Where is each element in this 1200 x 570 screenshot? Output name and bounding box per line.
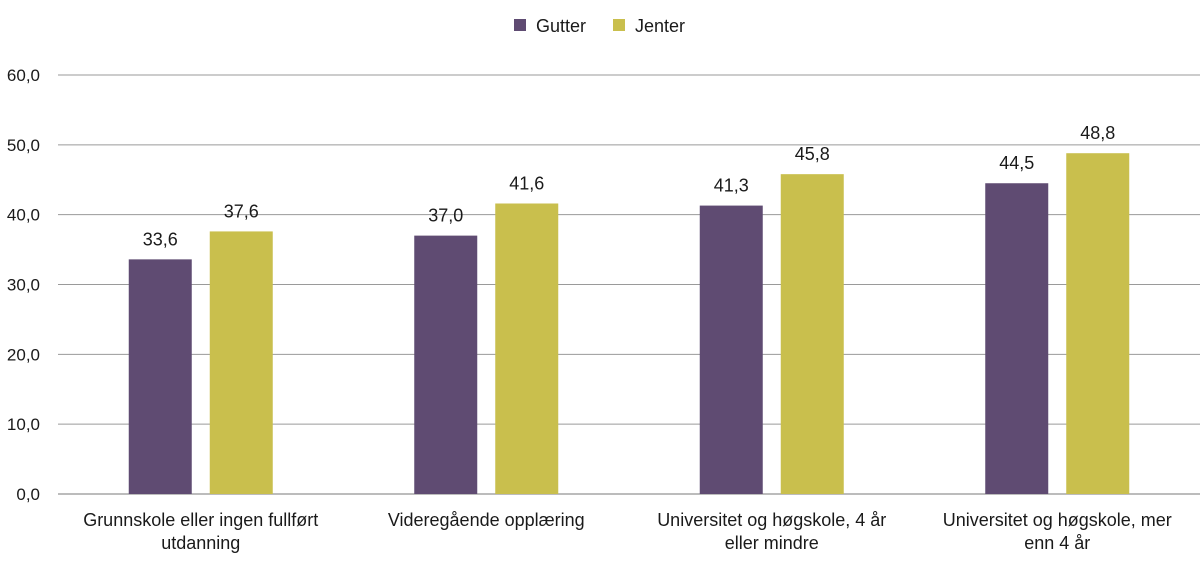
- data-label-jenter-3: 45,8: [795, 144, 830, 164]
- legend-swatch-gutter: [514, 19, 526, 31]
- y-axis: 0,0 10,0 20,0 30,0 40,0 50,0 60,0: [7, 66, 40, 504]
- x-category-label: utdanning: [161, 533, 240, 553]
- x-category-label: enn 4 år: [1024, 533, 1090, 553]
- data-label-jenter-4: 48,8: [1080, 123, 1115, 143]
- legend: Gutter Jenter: [514, 16, 685, 36]
- bar-gutter-1: [128, 259, 192, 494]
- bar-jenter-2: [495, 203, 559, 494]
- bars: [128, 153, 1130, 495]
- x-category-label: Grunnskole eller ingen fullført: [83, 510, 318, 530]
- bar-gutter-3: [699, 205, 763, 495]
- x-category-label: eller mindre: [725, 533, 819, 553]
- legend-swatch-jenter: [613, 19, 625, 31]
- bar-jenter-4: [1066, 153, 1130, 495]
- x-category-label: Universitet og høgskole, mer: [943, 510, 1172, 530]
- bar-gutter-4: [985, 183, 1049, 494]
- legend-label-jenter: Jenter: [635, 16, 685, 36]
- legend-label-gutter: Gutter: [536, 16, 586, 36]
- y-tick-label: 0,0: [16, 485, 40, 504]
- y-tick-label: 10,0: [7, 415, 40, 434]
- data-labels: 33,6 37,6 37,0 41,6 41,3 45,8 44,5 48,8: [143, 123, 1116, 249]
- y-tick-label: 30,0: [7, 276, 40, 295]
- bar-jenter-3: [780, 174, 844, 494]
- x-category-label: Videregående opplæring: [388, 510, 585, 530]
- data-label-gutter-4: 44,5: [999, 153, 1034, 173]
- bar-jenter-1: [209, 231, 273, 494]
- y-tick-label: 20,0: [7, 345, 40, 364]
- data-label-jenter-1: 37,6: [224, 201, 259, 221]
- bar-gutter-2: [414, 235, 478, 494]
- y-tick-label: 50,0: [7, 136, 40, 155]
- y-tick-label: 40,0: [7, 206, 40, 225]
- x-axis: Grunnskole eller ingen fullført utdanning…: [83, 510, 1172, 553]
- data-label-gutter-2: 37,0: [428, 206, 463, 226]
- y-tick-label: 60,0: [7, 66, 40, 85]
- data-label-gutter-1: 33,6: [143, 229, 178, 249]
- data-label-jenter-2: 41,6: [509, 173, 544, 193]
- x-category-label: Universitet og høgskole, 4 år: [657, 510, 886, 530]
- data-label-gutter-3: 41,3: [714, 176, 749, 196]
